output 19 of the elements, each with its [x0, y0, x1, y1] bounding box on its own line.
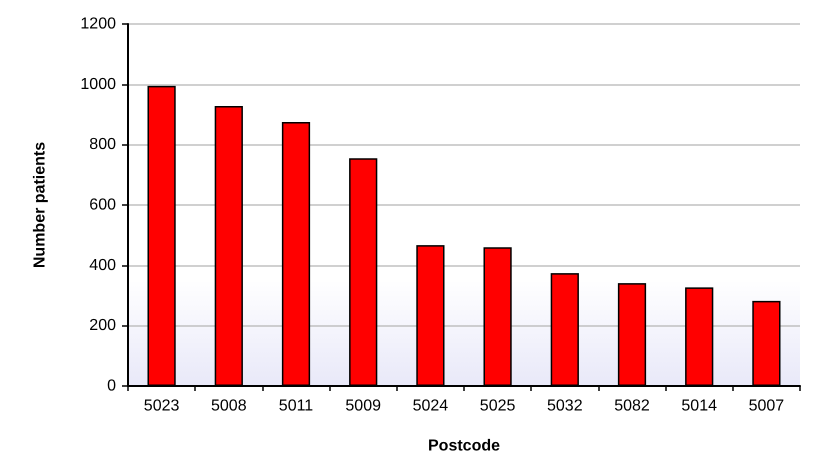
- x-tick-label: 5082: [614, 398, 650, 414]
- y-tick-label: 0: [107, 378, 116, 394]
- x-tick-label: 5025: [480, 398, 516, 414]
- y-tick-label: 400: [89, 256, 116, 274]
- x-tick-label: 5008: [211, 398, 247, 414]
- y-tick-label: 200: [89, 317, 116, 334]
- y-tick-label: 800: [89, 136, 116, 154]
- x-tick-label: 5007: [748, 398, 784, 414]
- x-tick-label: 5024: [412, 398, 448, 414]
- y-tick-label: 600: [89, 196, 116, 214]
- x-axis-title: Postcode: [428, 438, 500, 454]
- x-tick-label: 5032: [547, 398, 583, 414]
- x-tick-label: 5011: [278, 398, 314, 414]
- x-tick-label: 5009: [345, 398, 382, 414]
- y-tick-label: 1000: [80, 76, 116, 93]
- y-tick-label: 1200: [80, 16, 116, 32]
- x-tick-label: 5023: [144, 398, 180, 414]
- x-tick-label: 5014: [681, 398, 718, 414]
- y-axis-title: Number patients: [32, 142, 48, 268]
